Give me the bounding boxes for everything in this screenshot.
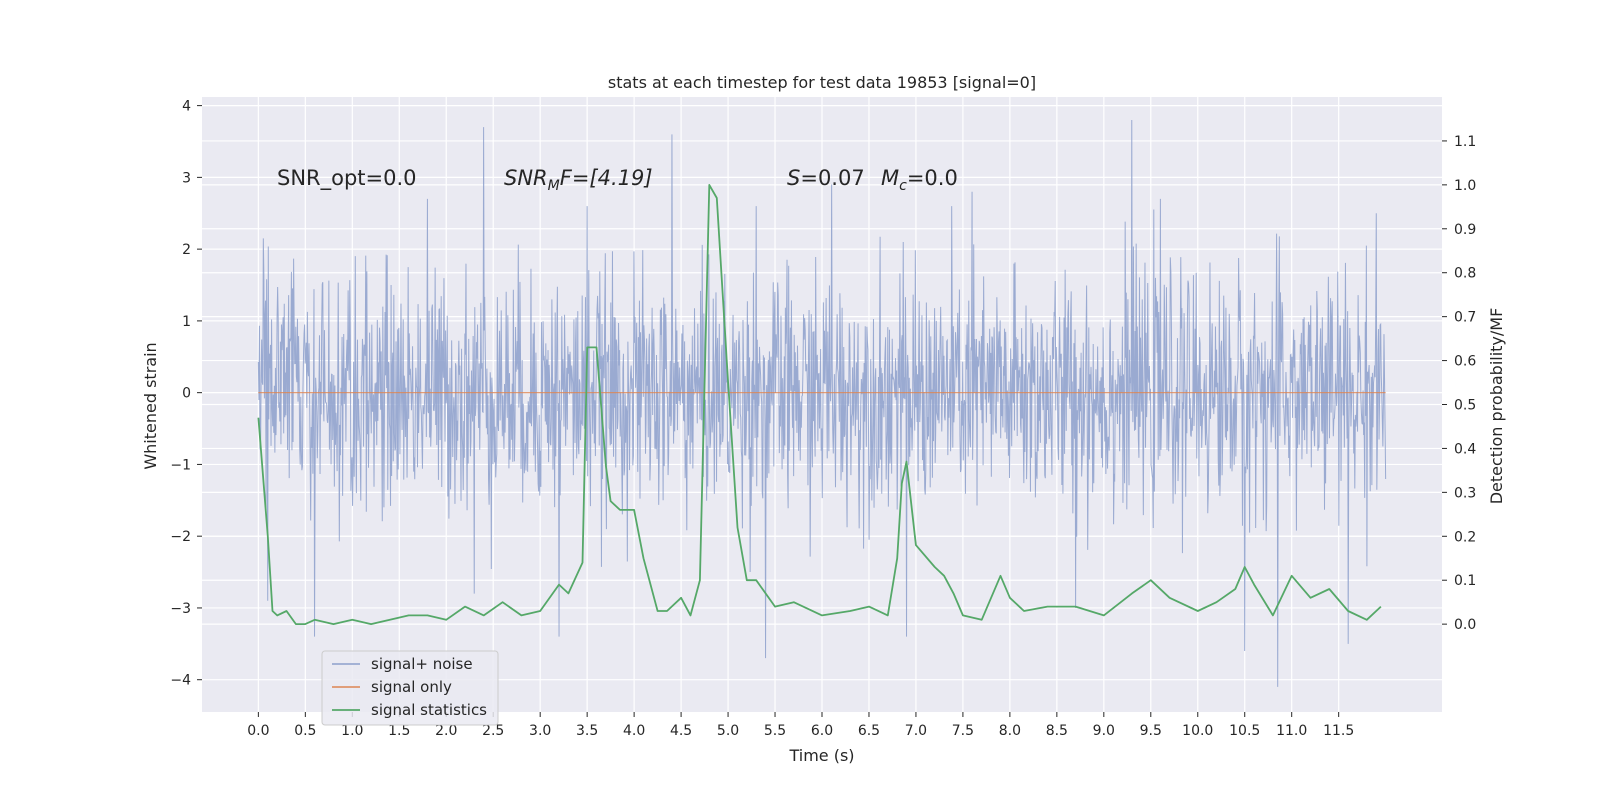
y-right-tick-label: 1.1 — [1454, 134, 1476, 150]
chart-title: stats at each timestep for test data 198… — [608, 73, 1036, 92]
series-signal-noise — [257, 119, 1387, 687]
snr-mf-rest: F=[4.19] — [560, 166, 653, 190]
x-tick-label: 11.0 — [1276, 723, 1307, 739]
y-axis-label: Whitened strain — [141, 342, 160, 469]
x-tick-label: 3.5 — [576, 723, 598, 739]
y-tick-label: −3 — [170, 601, 191, 617]
x-tick-label: 10.5 — [1229, 723, 1260, 739]
y-axis-right-ticks: 0.0 0.1 0.2 0.3 0.4 0.5 0.6 0.7 0.8 0.9 1.0 1.1 — [1442, 134, 1476, 633]
y-right-tick-label: 0.1 — [1454, 573, 1476, 589]
y-tick-label: 1 — [182, 314, 191, 330]
x-tick-label: 2.0 — [435, 723, 457, 739]
x-tick-label: 5.5 — [764, 723, 786, 739]
x-tick-label: 2.5 — [482, 723, 504, 739]
y-tick-label: 2 — [182, 242, 191, 258]
annotation-snr-opt: SNR_opt=0.0 — [277, 166, 417, 191]
y-right-tick-label: 0.2 — [1454, 529, 1476, 545]
x-tick-label: 11.5 — [1323, 723, 1354, 739]
y-right-tick-label: 0.5 — [1454, 398, 1476, 414]
x-tick-label: 3.0 — [529, 723, 551, 739]
x-tick-label: 4.0 — [623, 723, 645, 739]
x-tick-label: 8.5 — [1046, 723, 1068, 739]
x-tick-label: 9.5 — [1140, 723, 1162, 739]
legend-label-signal-statistics: signal statistics — [371, 701, 487, 719]
snr-mf-subscript: M — [548, 178, 560, 194]
x-tick-label: 10.0 — [1182, 723, 1213, 739]
x-tick-label: 1.0 — [341, 723, 363, 739]
mc-rest: =0.0 — [907, 166, 958, 190]
y-tick-label: −1 — [170, 457, 191, 473]
x-tick-label: 1.5 — [388, 723, 410, 739]
y-right-tick-label: 0.7 — [1454, 310, 1476, 326]
s-rest: =0.07 — [800, 166, 864, 190]
y-right-tick-label: 0.3 — [1454, 485, 1476, 501]
y-tick-label: −4 — [170, 673, 191, 689]
annotation-snr-mf: SNRMF=[4.19] — [504, 166, 653, 194]
annotation-mc: Mc=0.0 — [881, 166, 958, 194]
y-right-tick-label: 0.8 — [1454, 266, 1476, 282]
signal-statistics-line — [257, 183, 1382, 625]
x-tick-label: 7.5 — [952, 723, 974, 739]
y-axis-ticks: −4 −3 −2 −1 0 1 2 3 4 — [170, 99, 202, 689]
y-right-tick-label: 0.4 — [1454, 441, 1476, 457]
y-tick-label: 4 — [182, 99, 191, 115]
x-tick-label: 6.0 — [811, 723, 833, 739]
legend-label-signal-noise: signal+ noise — [371, 655, 473, 673]
mc-italic: M — [881, 166, 899, 190]
x-tick-label: 5.0 — [717, 723, 739, 739]
y-right-tick-label: 0.0 — [1454, 617, 1476, 633]
x-axis-ticks: 0.0 0.5 1.0 1.5 2.0 2.5 3.0 3.5 4.0 4.5 5.0 5.5 6.0 6… — [247, 712, 1354, 739]
mc-subscript: c — [899, 178, 907, 194]
y-right-tick-label: 0.9 — [1454, 222, 1476, 238]
x-tick-label: 7.0 — [905, 723, 927, 739]
y-tick-label: −2 — [170, 529, 191, 545]
x-tick-label: 0.5 — [294, 723, 316, 739]
legend-box — [321, 650, 499, 726]
y-axis-right-label: Detection probability/MF — [1487, 308, 1506, 505]
x-axis-label: Time (s) — [788, 746, 854, 765]
legend-label-signal-only: signal only — [371, 678, 452, 696]
s-italic: S — [787, 166, 800, 190]
noise-trace — [257, 119, 1387, 687]
y-right-tick-label: 0.6 — [1454, 354, 1476, 370]
snr-mf-italic: SNR — [504, 166, 548, 190]
y-tick-label: 0 — [182, 386, 191, 402]
annotation-s: S=0.07 — [787, 166, 865, 190]
legend: signal+ noise signal only signal statist… — [321, 650, 499, 726]
y-tick-label: 3 — [182, 170, 191, 186]
y-right-tick-label: 1.0 — [1454, 178, 1476, 194]
x-tick-label: 8.0 — [999, 723, 1021, 739]
series-signal-statistics — [257, 183, 1382, 625]
x-tick-label: 4.5 — [670, 723, 692, 739]
x-tick-label: 0.0 — [247, 723, 269, 739]
x-tick-label: 6.5 — [858, 723, 880, 739]
x-tick-label: 9.0 — [1093, 723, 1115, 739]
